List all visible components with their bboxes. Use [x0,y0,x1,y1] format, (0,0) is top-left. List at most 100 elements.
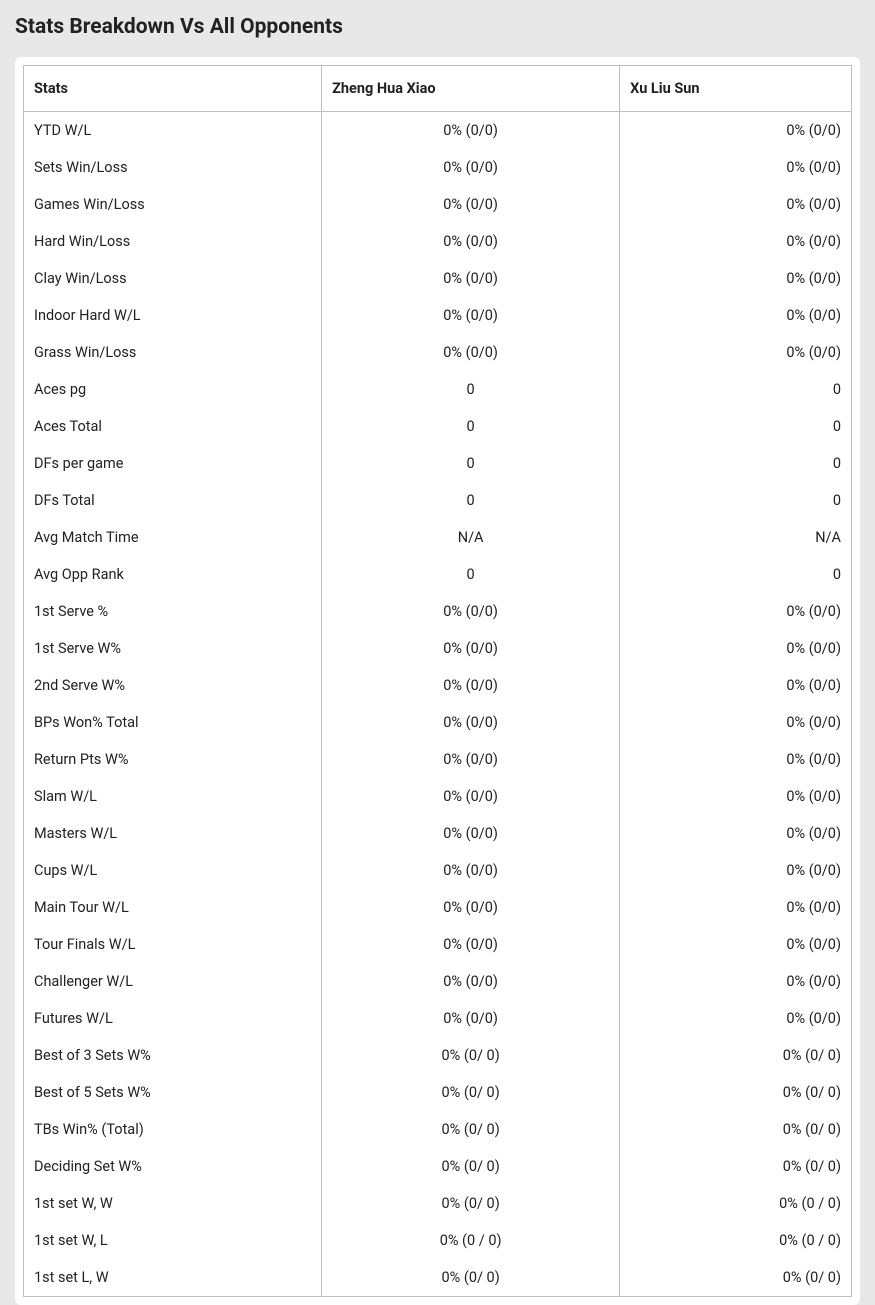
stat-value-player2: 0% (0/0) [620,926,852,963]
col-header-player2: Xu Liu Sun [620,66,852,112]
stat-value-player1: 0 [322,482,620,519]
stat-label: Grass Win/Loss [24,334,322,371]
stat-label: Deciding Set W% [24,1148,322,1185]
stat-label: DFs per game [24,445,322,482]
stat-value-player1: 0% (0/ 0) [322,1111,620,1148]
stat-value-player2: 0% (0/ 0) [620,1037,852,1074]
stat-value-player2: N/A [620,519,852,556]
stat-value-player1: 0% (0/0) [322,630,620,667]
stat-value-player1: 0% (0/0) [322,667,620,704]
stat-value-player1: 0% (0/0) [322,297,620,334]
table-row: BPs Won% Total0% (0/0)0% (0/0) [24,704,852,741]
stat-label: Avg Match Time [24,519,322,556]
stat-value-player1: 0 [322,556,620,593]
stat-value-player2: 0% (0/ 0) [620,1111,852,1148]
stat-value-player1: 0 [322,371,620,408]
table-row: DFs Total00 [24,482,852,519]
stat-value-player2: 0% (0/0) [620,667,852,704]
stat-label: 1st set L, W [24,1259,322,1297]
table-row: Indoor Hard W/L0% (0/0)0% (0/0) [24,297,852,334]
table-row: Return Pts W%0% (0/0)0% (0/0) [24,741,852,778]
stat-value-player1: 0% (0/0) [322,334,620,371]
table-row: 1st set W, W0% (0/ 0)0% (0 / 0) [24,1185,852,1222]
stat-value-player1: 0% (0/ 0) [322,1185,620,1222]
stat-label: Masters W/L [24,815,322,852]
stat-value-player2: 0% (0/ 0) [620,1148,852,1185]
table-row: Sets Win/Loss0% (0/0)0% (0/0) [24,149,852,186]
stat-label: Avg Opp Rank [24,556,322,593]
table-row: Grass Win/Loss0% (0/0)0% (0/0) [24,334,852,371]
stat-value-player2: 0% (0/0) [620,778,852,815]
stat-value-player1: 0% (0/ 0) [322,1074,620,1111]
stat-value-player2: 0% (0/0) [620,630,852,667]
stat-value-player1: 0% (0/0) [322,1000,620,1037]
stat-value-player1: 0% (0/0) [322,889,620,926]
stat-value-player2: 0% (0/0) [620,852,852,889]
stat-value-player2: 0% (0/0) [620,593,852,630]
table-row: Aces pg00 [24,371,852,408]
stat-value-player1: 0 [322,408,620,445]
stat-label: Best of 3 Sets W% [24,1037,322,1074]
table-row: 1st set W, L0% (0 / 0)0% (0 / 0) [24,1222,852,1259]
stat-label: 2nd Serve W% [24,667,322,704]
stat-value-player2: 0 [620,556,852,593]
stat-value-player1: N/A [322,519,620,556]
stat-label: Futures W/L [24,1000,322,1037]
table-row: Tour Finals W/L0% (0/0)0% (0/0) [24,926,852,963]
stat-label: Hard Win/Loss [24,223,322,260]
stat-label: Sets Win/Loss [24,149,322,186]
col-header-player1: Zheng Hua Xiao [322,66,620,112]
stat-label: 1st Serve W% [24,630,322,667]
stat-value-player2: 0% (0/0) [620,112,852,150]
stat-value-player1: 0% (0/0) [322,223,620,260]
table-row: Challenger W/L0% (0/0)0% (0/0) [24,963,852,1000]
stats-header-row: Stats Zheng Hua Xiao Xu Liu Sun [24,66,852,112]
stat-label: Cups W/L [24,852,322,889]
stat-value-player1: 0% (0/ 0) [322,1259,620,1297]
stat-label: 1st set W, W [24,1185,322,1222]
page: Stats Breakdown Vs All Opponents Stats Z… [0,0,875,1305]
stat-value-player2: 0% (0/0) [620,963,852,1000]
stat-label: Aces Total [24,408,322,445]
page-title: Stats Breakdown Vs All Opponents [15,15,860,39]
stat-value-player2: 0 [620,408,852,445]
table-row: 1st Serve %0% (0/0)0% (0/0) [24,593,852,630]
table-row: 1st set L, W0% (0/ 0)0% (0/ 0) [24,1259,852,1297]
stat-label: Games Win/Loss [24,186,322,223]
stat-label: Aces pg [24,371,322,408]
stat-label: Return Pts W% [24,741,322,778]
stat-value-player2: 0 [620,482,852,519]
stat-label: 1st Serve % [24,593,322,630]
table-row: Best of 3 Sets W%0% (0/ 0)0% (0/ 0) [24,1037,852,1074]
stat-value-player1: 0 [322,445,620,482]
stat-label: Indoor Hard W/L [24,297,322,334]
stat-value-player1: 0% (0/ 0) [322,1037,620,1074]
stat-label: Clay Win/Loss [24,260,322,297]
table-row: YTD W/L0% (0/0)0% (0/0) [24,112,852,150]
stat-value-player2: 0% (0 / 0) [620,1185,852,1222]
stat-value-player2: 0% (0/0) [620,1000,852,1037]
table-row: 1st Serve W%0% (0/0)0% (0/0) [24,630,852,667]
stat-value-player1: 0% (0/0) [322,741,620,778]
stat-label: YTD W/L [24,112,322,150]
stat-value-player1: 0% (0/0) [322,926,620,963]
table-row: Main Tour W/L0% (0/0)0% (0/0) [24,889,852,926]
table-row: 2nd Serve W%0% (0/0)0% (0/0) [24,667,852,704]
table-row: Best of 5 Sets W%0% (0/ 0)0% (0/ 0) [24,1074,852,1111]
stat-value-player1: 0% (0/0) [322,963,620,1000]
table-row: Deciding Set W%0% (0/ 0)0% (0/ 0) [24,1148,852,1185]
stat-value-player2: 0 [620,371,852,408]
table-row: TBs Win% (Total)0% (0/ 0)0% (0/ 0) [24,1111,852,1148]
stat-label: Slam W/L [24,778,322,815]
stat-value-player1: 0% (0/0) [322,852,620,889]
stats-table-body: YTD W/L0% (0/0)0% (0/0)Sets Win/Loss0% (… [24,112,852,1297]
stat-label: Tour Finals W/L [24,926,322,963]
col-header-stats: Stats [24,66,322,112]
table-row: Slam W/L0% (0/0)0% (0/0) [24,778,852,815]
stat-label: BPs Won% Total [24,704,322,741]
stat-value-player2: 0% (0/ 0) [620,1259,852,1297]
stat-value-player2: 0% (0/0) [620,741,852,778]
table-row: Masters W/L0% (0/0)0% (0/0) [24,815,852,852]
stat-label: Challenger W/L [24,963,322,1000]
stat-value-player2: 0% (0/0) [620,334,852,371]
